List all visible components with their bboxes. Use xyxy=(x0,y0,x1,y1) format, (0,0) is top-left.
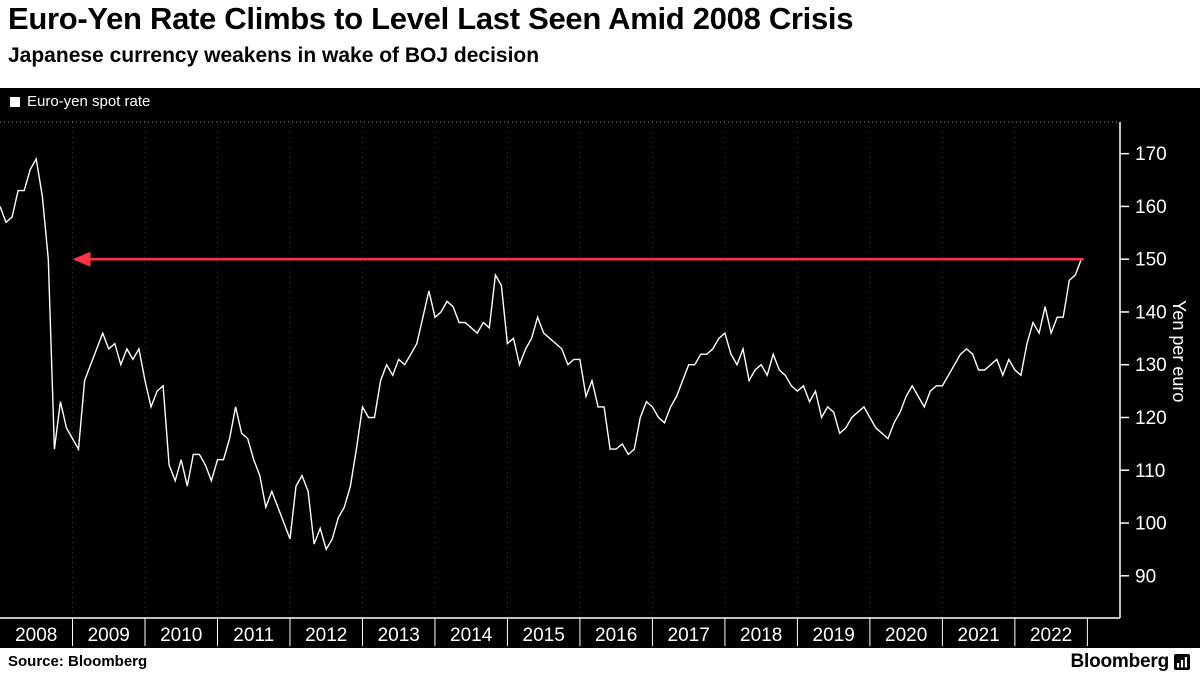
source-credit: Source: Bloomberg xyxy=(8,653,148,670)
legend-label: Euro-yen spot rate xyxy=(27,93,151,110)
x-axis-year-label: 2018 xyxy=(740,625,782,646)
page-subtitle: Japanese currency weakens in wake of BOJ… xyxy=(8,44,540,67)
x-axis-year-label: 2020 xyxy=(885,625,927,646)
x-axis-year-label: 2011 xyxy=(233,625,274,646)
legend: Euro-yen spot rate xyxy=(10,93,150,110)
x-axis-year-label: 2016 xyxy=(595,625,637,646)
page-title: Euro-Yen Rate Climbs to Level Last Seen … xyxy=(8,1,854,36)
annotation-arrow-head xyxy=(72,251,91,267)
bloomberg-wordmark: Bloomberg xyxy=(1070,650,1170,672)
x-axis-year-label: 2015 xyxy=(523,625,565,646)
bloomberg-bars-icon xyxy=(1174,653,1190,670)
y-axis-tick-label: 90 xyxy=(1135,566,1156,587)
x-axis-year-label: 2022 xyxy=(1030,625,1072,646)
spot-rate-line xyxy=(0,156,1082,552)
y-axis-tick-label: 130 xyxy=(1135,355,1167,376)
x-axis-year-label: 2017 xyxy=(668,625,710,646)
y-axis-tick-label: 120 xyxy=(1135,408,1167,429)
bloomberg-logo: Bloomberg xyxy=(1071,651,1190,673)
x-axis-year-label: 2013 xyxy=(378,625,420,646)
y-axis-title: Yen per euro xyxy=(1169,300,1189,403)
y-axis-tick-label: 110 xyxy=(1135,461,1165,482)
x-axis-year-label: 2010 xyxy=(160,625,202,646)
y-axis-tick-label: 140 xyxy=(1135,302,1167,323)
headline-bar: Euro-Yen Rate Climbs to Level Last Seen … xyxy=(0,0,1200,88)
x-axis-year-label: 2014 xyxy=(450,625,493,646)
x-axis-year-label: 2021 xyxy=(958,625,1000,646)
legend-swatch-icon xyxy=(10,96,20,107)
chart-region: 2008 2009 2010 2011 2012 2013 2014 2015 2016 2017… xyxy=(0,88,1200,648)
chart-canvas: 2008 2009 2010 2011 2012 2013 2014 2015 2016 2017… xyxy=(0,121,1167,646)
x-axis-year-label: 2012 xyxy=(305,625,347,646)
x-axis-year-label: 2019 xyxy=(813,625,855,646)
y-axis-tick-label: 100 xyxy=(1135,514,1167,535)
y-axis-tick-label: 160 xyxy=(1135,197,1167,218)
y-axis-tick-label: 150 xyxy=(1135,250,1167,271)
y-axis-tick-label: 170 xyxy=(1135,144,1167,165)
x-axis-year-label: 2009 xyxy=(88,625,130,646)
footer-bar: Source: Bloomberg Bloomberg xyxy=(0,648,1200,675)
x-axis-year-label: 2008 xyxy=(15,625,57,646)
